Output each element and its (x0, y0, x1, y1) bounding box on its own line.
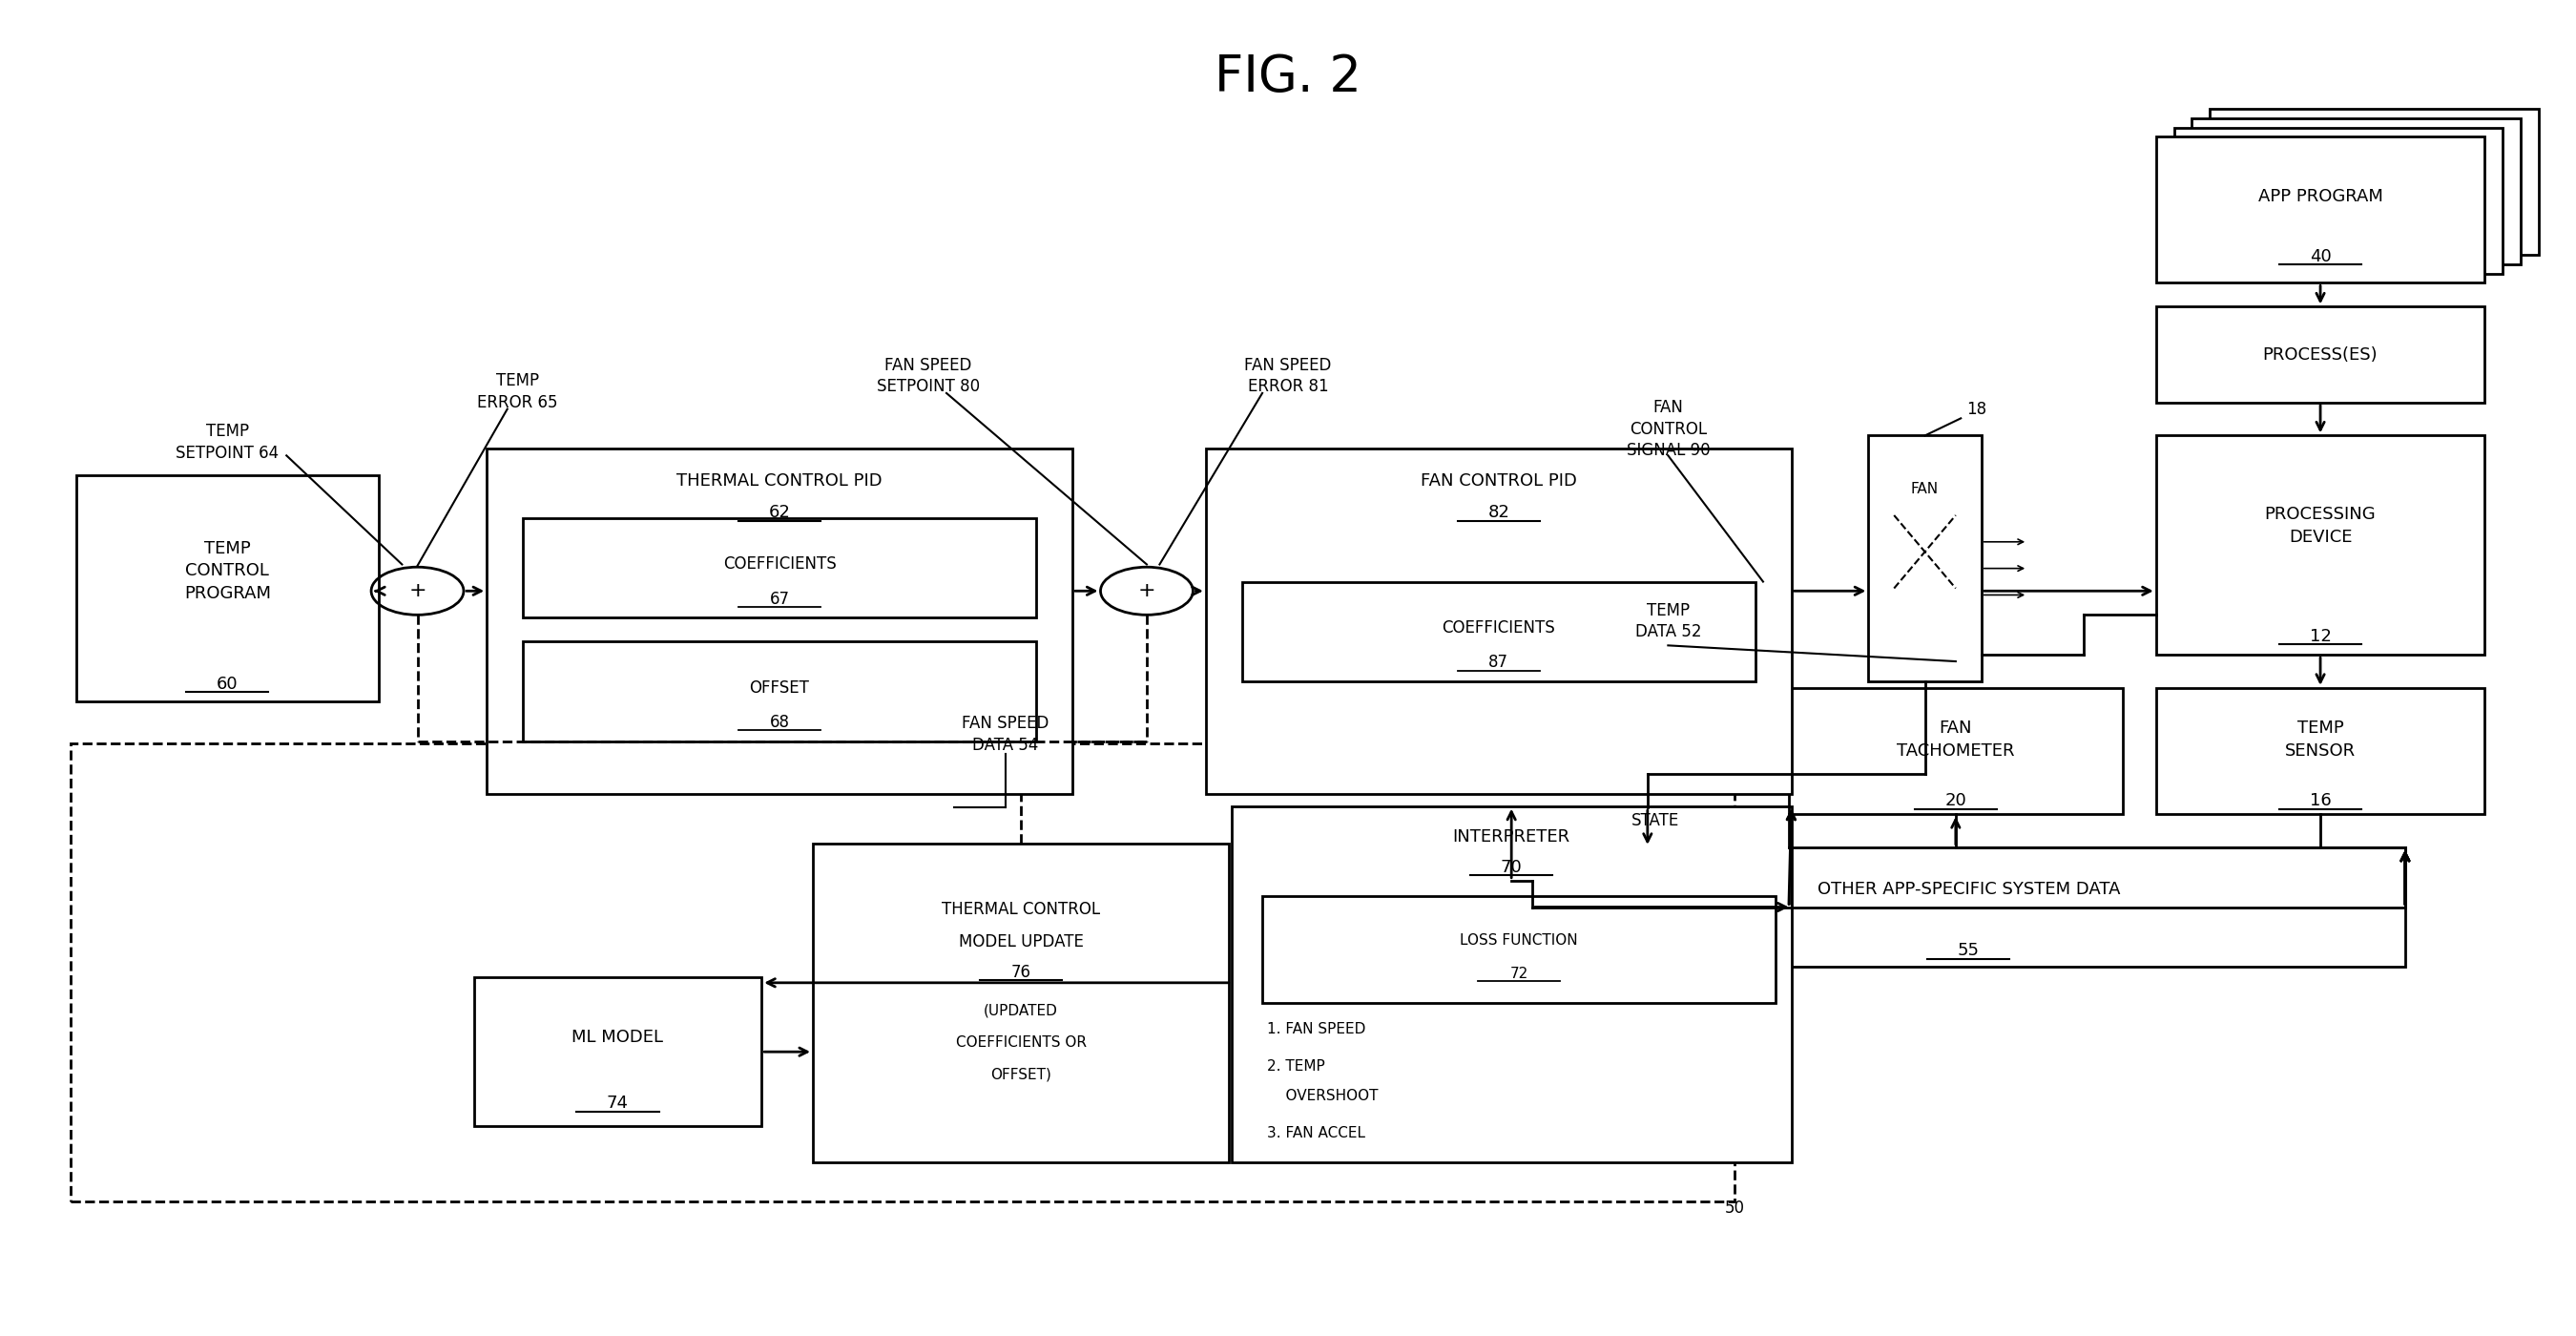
FancyBboxPatch shape (2156, 436, 2486, 655)
Text: 12: 12 (2311, 628, 2331, 645)
Text: APP PROGRAM: APP PROGRAM (2259, 188, 2383, 206)
Text: 2. TEMP: 2. TEMP (1267, 1059, 1327, 1074)
Text: 76: 76 (1010, 963, 1030, 981)
Text: COEFFICIENTS OR: COEFFICIENTS OR (956, 1035, 1087, 1050)
Text: 1. FAN SPEED: 1. FAN SPEED (1267, 1022, 1365, 1037)
FancyBboxPatch shape (1231, 806, 1790, 1162)
Text: 18: 18 (1965, 401, 1986, 418)
Text: OFFSET: OFFSET (750, 679, 809, 696)
Text: FAN SPEED
SETPOINT 80: FAN SPEED SETPOINT 80 (876, 357, 979, 395)
Text: FAN CONTROL PID: FAN CONTROL PID (1419, 472, 1577, 489)
Text: PROCESSING
DEVICE: PROCESSING DEVICE (2264, 506, 2375, 545)
FancyBboxPatch shape (1242, 581, 1754, 681)
Text: FAN SPEED
DATA 54: FAN SPEED DATA 54 (961, 715, 1048, 754)
Text: TEMP
SENSOR: TEMP SENSOR (2285, 720, 2354, 760)
Text: OFFSET): OFFSET) (989, 1067, 1051, 1082)
Text: TEMP
CONTROL
PROGRAM: TEMP CONTROL PROGRAM (183, 540, 270, 603)
Text: 16: 16 (2311, 792, 2331, 810)
Text: 62: 62 (768, 504, 791, 521)
Text: COEFFICIENTS: COEFFICIENTS (1443, 620, 1556, 637)
Text: INTERPRETER: INTERPRETER (1453, 828, 1571, 846)
FancyBboxPatch shape (2156, 136, 2486, 283)
FancyBboxPatch shape (1533, 847, 2406, 967)
Text: FAN: FAN (1911, 481, 1940, 496)
Text: 3. FAN ACCEL: 3. FAN ACCEL (1267, 1126, 1365, 1140)
Text: 82: 82 (1489, 504, 1510, 521)
FancyBboxPatch shape (1206, 449, 1790, 794)
FancyBboxPatch shape (75, 476, 379, 701)
Text: 67: 67 (770, 591, 788, 608)
Text: FAN
TACHOMETER: FAN TACHOMETER (1896, 720, 2014, 760)
FancyBboxPatch shape (2156, 688, 2486, 814)
Text: TEMP
ERROR 65: TEMP ERROR 65 (477, 373, 559, 411)
FancyBboxPatch shape (487, 449, 1072, 794)
Text: TEMP
DATA 52: TEMP DATA 52 (1636, 603, 1700, 641)
Text: THERMAL CONTROL: THERMAL CONTROL (943, 900, 1100, 918)
FancyBboxPatch shape (814, 843, 1229, 1162)
FancyBboxPatch shape (1868, 436, 1981, 681)
Text: FIG. 2: FIG. 2 (1216, 52, 1360, 102)
Text: FAN SPEED
ERROR 81: FAN SPEED ERROR 81 (1244, 357, 1332, 395)
FancyBboxPatch shape (523, 641, 1036, 741)
Text: THERMAL CONTROL PID: THERMAL CONTROL PID (677, 472, 884, 489)
Text: 68: 68 (770, 713, 788, 731)
Text: 87: 87 (1489, 655, 1510, 671)
Text: OTHER APP-SPECIFIC SYSTEM DATA: OTHER APP-SPECIFIC SYSTEM DATA (1816, 882, 2120, 898)
FancyBboxPatch shape (2156, 307, 2486, 402)
Text: 55: 55 (1958, 942, 1978, 959)
Text: 50: 50 (1726, 1200, 1744, 1216)
Text: OVERSHOOT: OVERSHOOT (1267, 1089, 1378, 1102)
Text: STATE: STATE (1631, 812, 1680, 830)
Text: +: + (1139, 581, 1157, 600)
Text: FAN
CONTROL
SIGNAL 90: FAN CONTROL SIGNAL 90 (1625, 399, 1710, 458)
Text: 20: 20 (1945, 792, 1965, 810)
Text: ML MODEL: ML MODEL (572, 1029, 665, 1046)
FancyBboxPatch shape (2210, 110, 2537, 255)
FancyBboxPatch shape (1788, 688, 2123, 814)
FancyBboxPatch shape (474, 978, 762, 1126)
Text: +: + (410, 581, 425, 600)
Text: 70: 70 (1502, 859, 1522, 876)
FancyBboxPatch shape (2192, 118, 2522, 265)
Text: COEFFICIENTS: COEFFICIENTS (724, 556, 837, 573)
Text: TEMP
SETPOINT 64: TEMP SETPOINT 64 (175, 424, 278, 461)
Text: 72: 72 (1510, 966, 1528, 981)
FancyBboxPatch shape (2174, 127, 2504, 274)
Text: (UPDATED: (UPDATED (984, 1003, 1059, 1018)
Text: LOSS FUNCTION: LOSS FUNCTION (1461, 933, 1579, 947)
Text: MODEL UPDATE: MODEL UPDATE (958, 933, 1084, 950)
Text: 60: 60 (216, 676, 237, 692)
FancyBboxPatch shape (1262, 896, 1775, 1002)
Text: PROCESS(ES): PROCESS(ES) (2262, 346, 2378, 363)
Text: 74: 74 (608, 1096, 629, 1112)
Text: 40: 40 (2311, 247, 2331, 265)
FancyBboxPatch shape (523, 518, 1036, 617)
